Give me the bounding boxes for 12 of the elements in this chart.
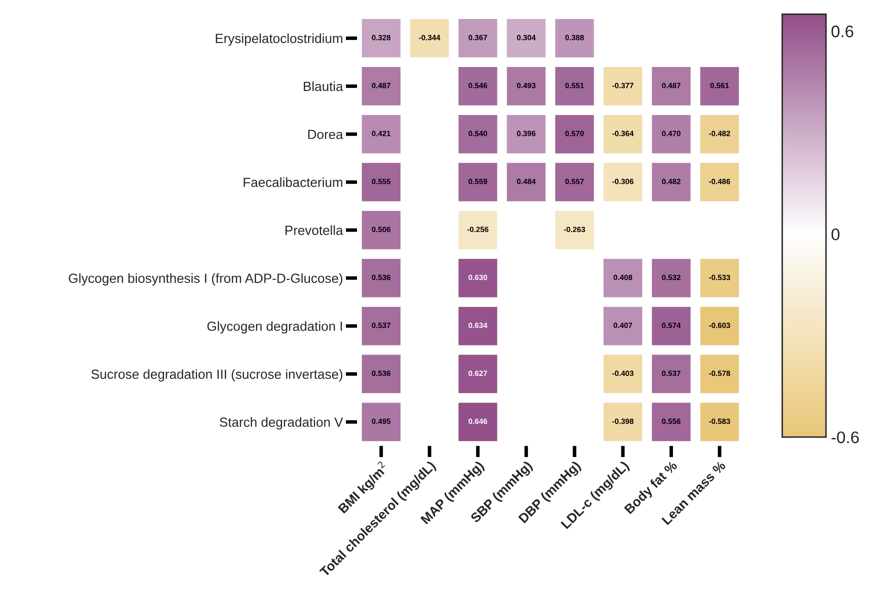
color-bar-label: -0.6 [832, 431, 859, 444]
y-tick-label: Glycogen degradation I [207, 321, 342, 334]
y-tick-label: Faecalibacterium [244, 177, 342, 188]
y-tick-label: Dorea [308, 130, 344, 140]
y-tick-label: Sucrose degradation III (sucrose invertase) [91, 369, 342, 382]
color-bar-label: 0.6 [832, 26, 854, 38]
y-tick-label: Blautia [304, 81, 344, 92]
y-tick-label: Erysipelatoclostridium [216, 33, 342, 46]
y-tick-label: Prevotella [286, 225, 344, 235]
y-tick-label: Starch degradation V [220, 417, 344, 430]
color-bar-label: 0 [832, 228, 840, 240]
y-tick-label: Glycogen biosynthesis I (from ADP-D-Glucose) [68, 273, 342, 286]
